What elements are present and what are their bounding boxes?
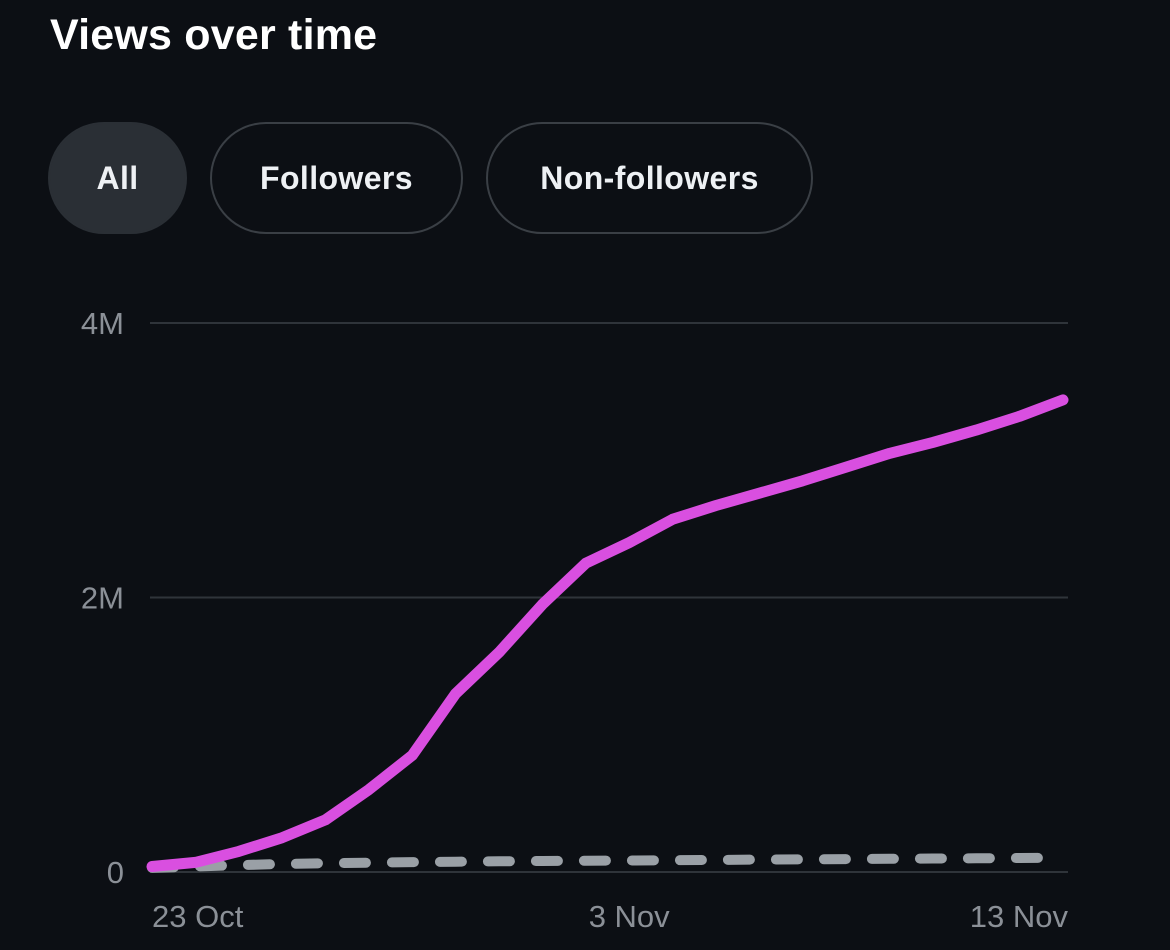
y-tick-label: 0 xyxy=(107,855,124,890)
chart-series xyxy=(146,394,1069,873)
filter-all-button[interactable]: All xyxy=(48,122,187,234)
page-title: Views over time xyxy=(50,11,378,59)
filter-followers-button[interactable]: Followers xyxy=(210,122,463,234)
x-tick-label: 23 Oct xyxy=(152,899,244,934)
x-tick-label: 13 Nov xyxy=(970,899,1069,934)
x-axis-labels: 23 Oct 3 Nov 13 Nov xyxy=(152,899,1068,934)
y-axis-labels: 0 2M 4M xyxy=(81,306,124,890)
series-line-all xyxy=(146,394,1069,872)
y-tick-label: 4M xyxy=(81,306,124,341)
chart-gridlines xyxy=(150,322,1068,873)
series-line-followers xyxy=(147,852,1068,873)
filter-non-followers-button[interactable]: Non-followers xyxy=(486,122,813,234)
y-tick-label: 2M xyxy=(81,581,124,616)
x-tick-label: 3 Nov xyxy=(589,899,670,934)
